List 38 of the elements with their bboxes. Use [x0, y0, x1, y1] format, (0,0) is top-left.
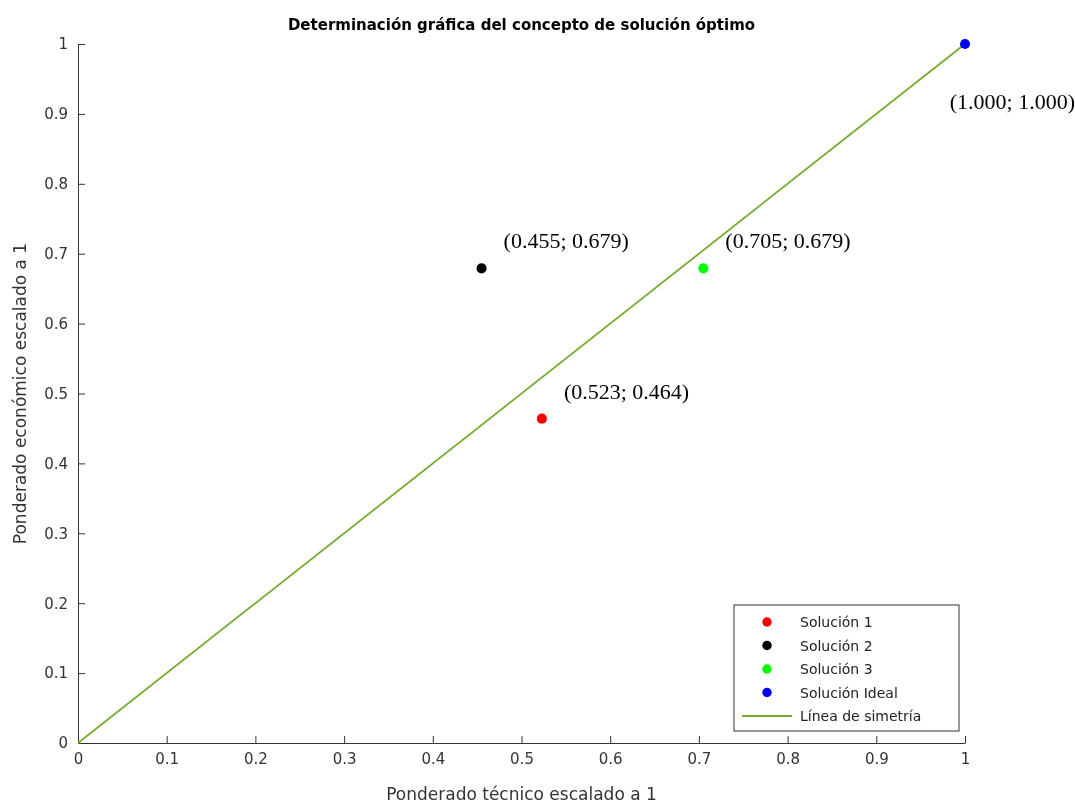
x-tick-label: 0.3 [332, 749, 357, 768]
x-tick-label: 1 [960, 749, 971, 768]
y-axis-title: Ponderado económico escalado a 1 [10, 242, 30, 545]
annotation: (0.705; 0.679) [725, 228, 851, 254]
x-tick-label: 0.8 [776, 749, 801, 768]
y-tick-label: 0.5 [44, 384, 68, 403]
point [476, 263, 487, 274]
y-tick-label: 0.9 [44, 105, 68, 124]
x-tick-label: 0.7 [687, 749, 712, 768]
legend-label: Solución 1 [800, 614, 873, 630]
x-tick-label: 0.6 [598, 749, 623, 768]
legend-label: Solución Ideal [800, 684, 898, 701]
y-tick-label: 0.8 [44, 175, 68, 194]
x-tick-label: 0.2 [243, 749, 268, 768]
x-tick-label: 0.5 [510, 749, 534, 768]
point [959, 38, 971, 50]
chart-title: Determinación gráfica del concepto de solución óptimo [287, 16, 756, 34]
legend-label: Línea de simetría [800, 708, 922, 724]
point [536, 413, 547, 424]
legend-label: Solución 2 [800, 637, 873, 654]
x-tick-label: 0.1 [155, 749, 180, 768]
x-tick-label: 0.9 [864, 749, 889, 768]
y-tick-label: 0.3 [44, 524, 68, 543]
legend-label: Solución 3 [800, 661, 873, 677]
annotation: (0.455; 0.679) [503, 228, 629, 254]
x-tick-label: 0.4 [421, 749, 446, 768]
point [698, 263, 709, 274]
x-tick-label: 0 [73, 749, 84, 768]
y-tick-label: 0.2 [44, 594, 68, 613]
y-tick-label: 1 [58, 35, 68, 54]
y-tick-label: 0.6 [44, 314, 68, 333]
annotation: (0.523; 0.464) [563, 378, 690, 404]
y-tick-label: 0.4 [44, 454, 68, 473]
y-tick-label: 0.7 [44, 245, 68, 263]
annotation: (1.000; 1.000) [949, 89, 1075, 114]
y-tick-label: 0.1 [44, 664, 68, 683]
x-axis-title: Ponderado técnico escalado a 1 [386, 784, 657, 804]
y-tick-label: 0 [58, 734, 68, 753]
